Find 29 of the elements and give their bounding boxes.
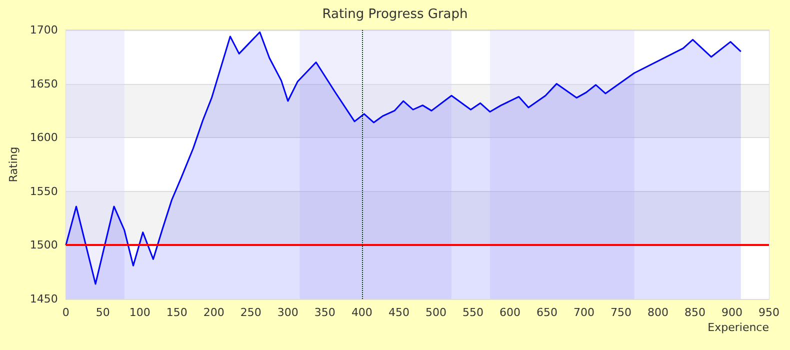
- x-tick-label: 700: [573, 306, 594, 319]
- x-tick-label: 600: [499, 306, 520, 319]
- y-tick-label: 1600: [30, 131, 58, 144]
- y-tick-label: 1700: [30, 24, 58, 36]
- x-tick-label: 0: [62, 306, 70, 319]
- x-tick-label: 100: [129, 306, 150, 319]
- x-tick-label: 650: [536, 306, 558, 319]
- x-axis-title: Experience: [708, 321, 770, 334]
- x-tick-label: 900: [721, 306, 742, 319]
- x-tick-label: 450: [388, 306, 410, 319]
- x-tick-label: 800: [647, 306, 668, 319]
- x-tick-label: 200: [203, 306, 224, 319]
- x-tick-label: 150: [166, 306, 188, 319]
- y-tick-label: 1550: [30, 184, 58, 198]
- x-tick-label: 850: [684, 306, 706, 319]
- x-tick-label: 400: [351, 306, 372, 319]
- x-tick-label: 750: [610, 306, 632, 319]
- y-axis-title: Rating: [7, 146, 20, 182]
- x-tick-label: 550: [462, 306, 484, 319]
- x-tick-label: 500: [425, 306, 446, 319]
- y-tick-label: 1500: [30, 238, 58, 252]
- x-tick-label: 300: [277, 306, 298, 319]
- y-tick-label: 1650: [30, 77, 58, 90]
- x-tick-label: 950: [758, 306, 780, 319]
- x-tick-label: 350: [314, 306, 336, 319]
- x-tick-label: 50: [96, 306, 110, 319]
- chart-title: Rating Progress Graph: [322, 7, 468, 22]
- y-tick-label: 1450: [30, 292, 58, 306]
- x-tick-label: 250: [240, 306, 262, 319]
